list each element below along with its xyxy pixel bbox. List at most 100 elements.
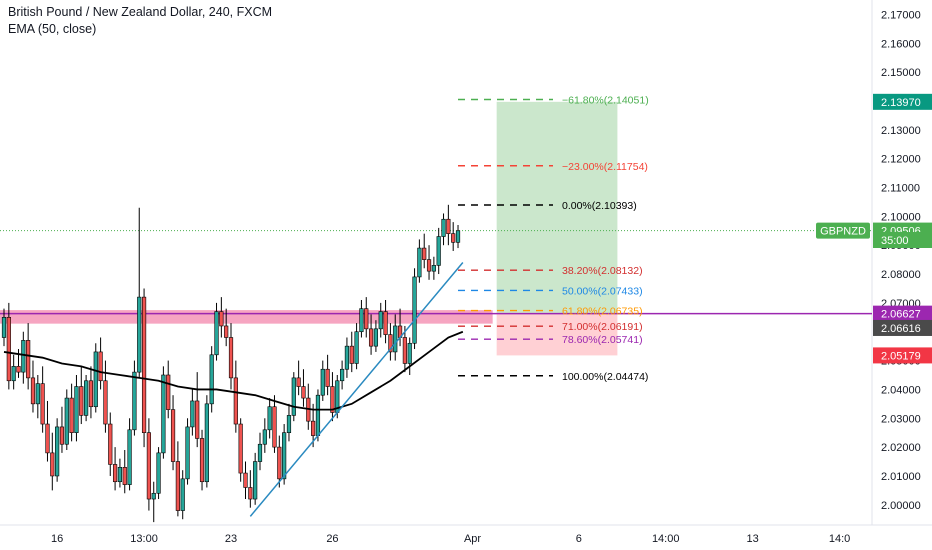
candle-body — [199, 438, 205, 483]
position-profit-zone[interactable] — [496, 101, 618, 314]
candle-body — [233, 377, 238, 425]
candle-body — [272, 406, 277, 448]
candle-body — [407, 342, 412, 364]
candle-body — [146, 432, 152, 500]
candle-body — [378, 311, 383, 330]
price-label-text: 2.06627 — [881, 309, 921, 321]
candle-body — [311, 420, 316, 436]
candle-body — [455, 230, 461, 243]
symbol-label — [816, 222, 870, 239]
price-axis-tick: 2.16000 — [881, 38, 921, 50]
fib-level-label: 100.00%(2.04474) — [562, 371, 648, 383]
candle-body — [98, 351, 103, 382]
candle-body — [412, 276, 417, 344]
candle-body — [368, 328, 374, 347]
price-axis-tick: 2.15000 — [881, 67, 921, 79]
price-axis-tick: 2.01000 — [881, 471, 921, 483]
candle-body — [267, 406, 272, 431]
candle-body — [214, 311, 219, 356]
ema-line[interactable] — [3, 330, 464, 411]
candle-body — [132, 371, 137, 431]
price-axis-tick: 2.13000 — [881, 125, 921, 137]
candle-body — [64, 397, 69, 445]
time-axis-tick: 16 — [51, 533, 63, 545]
candle-body — [422, 247, 427, 260]
candle-body — [190, 400, 195, 428]
fib-level-label: −61.80%(2.14051) — [562, 94, 649, 106]
candle-body — [219, 311, 224, 327]
time-axis-tick: 6 — [576, 533, 582, 545]
candle-body — [170, 409, 176, 462]
candle-body — [248, 487, 253, 500]
candle-body — [277, 446, 282, 480]
candle-body — [315, 394, 321, 436]
candle-body — [349, 345, 354, 364]
fib-level-label: 78.60%(2.05741) — [562, 334, 643, 346]
candle-body — [69, 397, 74, 433]
candle-body — [6, 317, 11, 382]
candle-body — [436, 236, 441, 266]
candle-body — [224, 325, 229, 338]
price-axis-tick: 2.00000 — [881, 500, 921, 512]
candle-body — [161, 374, 166, 454]
fib-level-label: 0.00%(2.10393) — [562, 200, 637, 212]
candle-body — [330, 386, 335, 413]
price-axis-tick: 2.17000 — [881, 9, 921, 21]
candle-body — [282, 432, 287, 480]
candle-body — [257, 443, 263, 462]
symbol-label-text: GBPNZD — [820, 226, 866, 238]
candle-body — [93, 351, 98, 408]
candle-body — [156, 452, 161, 494]
price-label-text: 2.05179 — [881, 350, 921, 362]
resistance-zone[interactable] — [0, 310, 493, 324]
candle-body — [79, 386, 84, 416]
candle-body — [388, 334, 393, 353]
chart-title: British Pound / New Zealand Dollar, 240,… — [8, 5, 273, 19]
trend-line[interactable] — [249, 262, 464, 517]
candle-body — [373, 328, 379, 347]
candle-body — [74, 386, 79, 433]
price-label — [873, 93, 932, 110]
candle-body — [35, 383, 40, 405]
candle-body — [359, 308, 364, 333]
price-axis-tick: 2.03000 — [881, 413, 921, 425]
candle-body — [325, 368, 330, 387]
candle-body — [122, 467, 127, 485]
candle-body — [185, 426, 190, 480]
candle-body — [339, 368, 345, 382]
candle-body — [291, 377, 296, 416]
candle-body — [383, 311, 388, 335]
candle-body — [141, 296, 147, 433]
indicator-label: EMA (50, close) — [8, 22, 97, 36]
time-axis-tick: 13 — [747, 533, 759, 545]
time-axis-tick: 14:00 — [652, 533, 680, 545]
candle-body — [393, 325, 398, 353]
candle-body — [21, 340, 26, 373]
candle-body — [180, 478, 185, 511]
price-label — [873, 347, 932, 364]
price-label-text: 2.06616 — [881, 323, 921, 335]
price-label-text: 35:00 — [881, 235, 909, 247]
time-axis-tick: 23 — [225, 533, 237, 545]
fib-level-label: 50.00%(2.07433) — [562, 285, 643, 297]
candle-body — [16, 366, 21, 373]
candle-body — [301, 386, 306, 399]
fib-level-label: 38.20%(2.08132) — [562, 265, 643, 277]
price-axis-tick: 2.08000 — [881, 269, 921, 281]
candle-body — [320, 368, 325, 396]
candle-body — [286, 415, 292, 433]
candle-body — [88, 380, 94, 408]
position-loss-zone[interactable] — [496, 313, 618, 356]
candle-body — [446, 218, 451, 234]
candle-body — [117, 467, 123, 483]
fib-level-label: 61.80%(2.06735) — [562, 306, 643, 318]
price-label — [873, 232, 932, 248]
candle-body — [195, 400, 200, 439]
candle-body — [238, 423, 243, 474]
candle-body — [11, 366, 16, 382]
time-axis-tick: 14:0 — [829, 533, 850, 545]
candle-body — [402, 337, 407, 364]
candle-body — [441, 218, 446, 237]
candle-body — [426, 259, 432, 272]
